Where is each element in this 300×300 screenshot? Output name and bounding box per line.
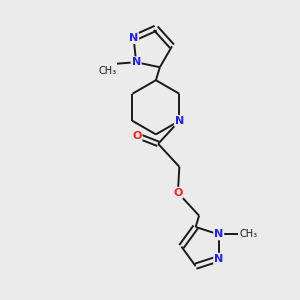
Text: N: N	[214, 230, 223, 239]
Text: CH₃: CH₃	[239, 230, 257, 239]
Text: O: O	[132, 130, 142, 141]
Text: CH₃: CH₃	[98, 66, 116, 76]
Text: N: N	[214, 254, 223, 264]
Text: N: N	[129, 33, 138, 43]
Text: O: O	[173, 188, 183, 198]
Text: N: N	[175, 116, 184, 126]
Text: N: N	[131, 57, 141, 67]
